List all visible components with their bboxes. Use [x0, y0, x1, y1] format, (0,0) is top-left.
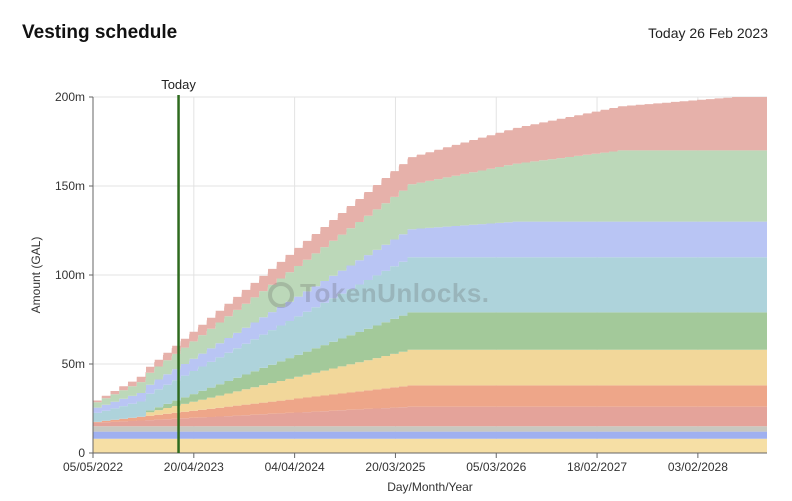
series-area-5	[93, 385, 767, 423]
today-label: Today	[161, 77, 196, 92]
y-tick-label: 100m	[55, 268, 85, 282]
x-tick-label: 18/02/2027	[567, 460, 627, 474]
series-area-9	[93, 221, 767, 413]
y-tick-label: 50m	[62, 357, 85, 371]
x-tick-label: 05/03/2026	[466, 460, 526, 474]
series-area-1	[93, 438, 767, 453]
axes: 0 50m 100m 150m 200m 05/05/2022 20/04/2023 04/0…	[29, 90, 767, 494]
x-tick-label: 05/05/2022	[63, 460, 123, 474]
x-tick-label: 20/03/2025	[365, 460, 425, 474]
series-area-7	[93, 312, 767, 422]
x-axis-title: Day/Month/Year	[387, 480, 473, 494]
y-tick-label: 0	[78, 446, 85, 460]
series-area-3	[93, 426, 767, 432]
x-tick-label: 20/04/2023	[164, 460, 224, 474]
today-marker-group: Today	[161, 77, 196, 453]
y-axis-title: Amount (GAL)	[29, 237, 43, 314]
stacked-areas	[93, 97, 767, 453]
series-area-11	[93, 97, 767, 403]
series-area-6	[93, 349, 767, 422]
series-area-10	[93, 150, 767, 408]
y-tick-label: 200m	[55, 90, 85, 104]
y-tick-label: 150m	[55, 179, 85, 193]
series-area-4	[93, 406, 767, 427]
x-tick-label: 03/02/2028	[668, 460, 728, 474]
x-tick-label: 04/04/2024	[265, 460, 325, 474]
today-date-label: Today 26 Feb 2023	[648, 25, 768, 41]
series-area-8	[93, 257, 767, 422]
series-area-2	[93, 431, 767, 439]
page-title: Vesting schedule	[22, 22, 178, 43]
